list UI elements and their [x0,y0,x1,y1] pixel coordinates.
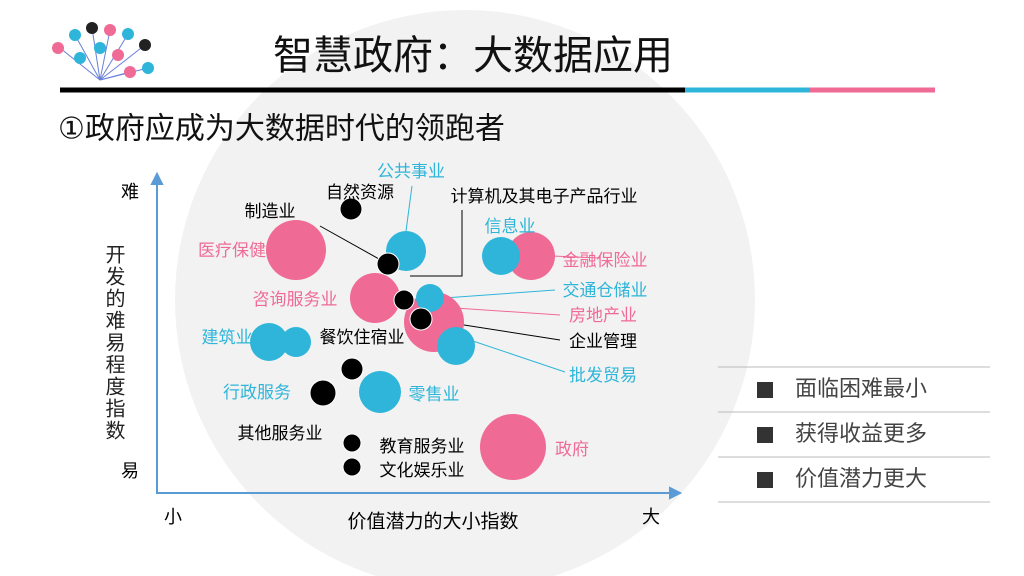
bubble [376,252,400,276]
bullet-square [757,472,773,488]
bubble [416,284,444,312]
bubble-label: 其他服务业 [238,424,323,444]
bubble-label: 计算机及其电子产品行业 [451,187,638,207]
bubble-label: 自然资源 [326,183,394,203]
bubble-label: 零售业 [409,385,460,405]
bubble [342,433,362,453]
bubble [250,323,288,361]
bubble-label: 医疗保健 [198,241,266,261]
bubble [507,232,555,280]
bubble [409,307,433,331]
logo [52,22,154,81]
bullet-text: 获得收益更多 [795,422,927,447]
bubble [266,220,326,280]
bubble-label: 制造业 [245,202,296,222]
bubble-label: 交通仓储业 [563,281,648,301]
bubble [309,379,337,407]
bubble-label: 企业管理 [569,332,637,352]
axis-end-label: 难 [121,182,139,203]
bubble-label: 政府 [555,440,589,460]
background-circle [175,10,755,576]
bullet-text: 面临困难最小 [795,377,927,402]
bubble-label: 公共事业 [377,162,445,182]
bubble [339,197,363,221]
bubble-label: 信息业 [485,217,536,237]
bubble-label: 咨询服务业 [253,290,338,310]
bubble [359,371,401,413]
title: 智慧政府：大数据应用 [273,33,673,79]
x-axis-title: 价值潜力的大小指数 [347,511,518,533]
bubble-label: 建筑业 [202,328,253,348]
bubble-label: 文化娱乐业 [380,461,465,481]
axis-end-label: 大 [642,507,660,528]
bubble [393,289,415,311]
bubble [482,237,520,275]
bubble [281,327,311,357]
bubble-label: 教育服务业 [380,437,465,457]
bubble [480,414,546,480]
bullet-rules [718,366,990,503]
bullet-text: 价值潜力更大 [795,467,927,492]
axis-end-label: 小 [164,507,182,528]
bubble-label: 金融保险业 [563,251,648,271]
axis-end-label: 易 [121,461,139,482]
bubble-label: 批发贸易 [569,366,637,386]
bubble-label: 行政服务 [223,383,291,403]
labels: 公共事业自然资源 计算机及其电子产品行业制造业信息业医疗保健金融保险业咨询服务业 交… [198,162,648,481]
y-axis-title: 开发的难易程度指数 [102,244,126,442]
bubble-label: 房地产业 [569,306,637,326]
bubble [350,273,400,323]
subtitle: ①政府应成为大数据时代的领跑者 [58,112,505,147]
bullet-square [757,382,773,398]
bubble [340,357,364,381]
bubble [437,327,475,365]
bullet-square [757,427,773,443]
bubbles [250,197,555,480]
bubble-label: 餐饮住宿业 [320,328,405,348]
axes [150,171,683,500]
bubble [342,457,362,477]
leader-lines [319,185,601,373]
